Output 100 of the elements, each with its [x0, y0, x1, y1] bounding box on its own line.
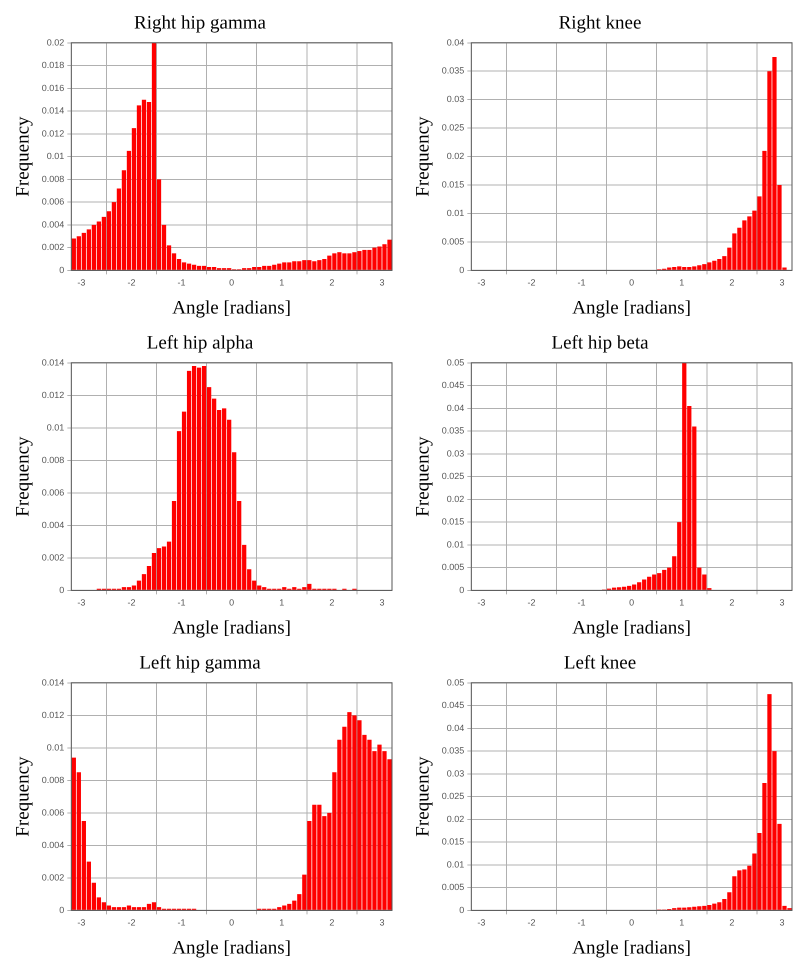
x-tick-label: -1: [178, 597, 186, 608]
x-tick-label: 0: [229, 917, 234, 928]
x-tick-label: 1: [279, 917, 284, 928]
y-axis-title: Frequency: [12, 436, 34, 517]
x-tick-label: 3: [379, 917, 384, 928]
y-tick-label: 0.04: [446, 722, 464, 733]
chart-title: Left hip beta: [551, 332, 650, 354]
x-tick-label: 1: [279, 597, 284, 608]
y-tick-label: 0.02: [446, 151, 464, 162]
y-tick-label: 0.015: [442, 836, 464, 847]
y-tick-label: 0.005: [442, 562, 464, 572]
y-tick-label: 0.012: [42, 710, 64, 720]
y-tick-label: 0.04: [446, 402, 464, 413]
x-tick-label: -1: [578, 917, 586, 928]
y-tick-label: 0.025: [442, 471, 464, 482]
y-tick-label: 0.012: [42, 390, 64, 400]
y-tick-label: 0.015: [442, 180, 464, 190]
y-axis-title: Frequency: [412, 436, 434, 517]
y-tick-label: 0: [59, 584, 64, 595]
x-tick-label: -2: [527, 597, 536, 608]
y-tick-label: 0.01: [46, 742, 64, 752]
y-tick-label: 0.025: [442, 791, 464, 802]
x-tick-label: 2: [329, 277, 334, 288]
x-tick-label: 1: [279, 277, 284, 288]
y-tick-label: 0.008: [42, 174, 64, 184]
y-tick-label: 0.035: [442, 746, 464, 756]
x-tick-label: -3: [77, 917, 86, 928]
y-tick-label: 0.002: [42, 242, 64, 252]
y-tick-label: 0.012: [42, 128, 64, 138]
y-tick-label: 0.035: [442, 426, 464, 436]
y-tick-label: 0.02: [446, 494, 464, 504]
y-tick-label: 0.004: [42, 840, 64, 850]
x-tick-label: 0: [229, 277, 234, 288]
y-tick-label: 0: [459, 264, 464, 275]
x-tick-label: -3: [77, 597, 86, 608]
y-tick-label: 0: [59, 264, 64, 275]
chart-title: Left knee: [564, 652, 636, 674]
chart-title: Left hip gamma: [139, 652, 262, 674]
x-tick-label: 0: [229, 597, 234, 608]
y-tick-label: 0: [459, 584, 464, 595]
y-tick-label: 0.002: [42, 872, 64, 882]
x-tick-label: -2: [127, 597, 136, 608]
y-tick-label: 0.006: [42, 196, 64, 207]
x-tick-label: 2: [729, 277, 734, 288]
x-tick-label: 0: [629, 917, 634, 928]
x-tick-label: -2: [527, 277, 536, 288]
x-tick-label: -1: [178, 277, 186, 288]
y-tick-label: 0.008: [42, 774, 64, 785]
x-tick-label: 3: [779, 597, 784, 608]
y-tick-label: 0.004: [42, 520, 64, 530]
y-axis-title: Frequency: [412, 116, 434, 197]
chart-title: Right knee: [558, 12, 642, 34]
x-tick-label: 2: [729, 917, 734, 928]
y-tick-label: 0.035: [442, 66, 464, 76]
x-tick-label: -2: [127, 277, 136, 288]
y-tick-label: 0: [59, 904, 64, 915]
x-axis-title: Angle [radians]: [172, 298, 292, 319]
x-tick-label: 1: [679, 597, 684, 608]
y-axis-title: Frequency: [12, 756, 34, 837]
x-axis-title: Angle [radians]: [572, 298, 692, 319]
y-tick-label: 0.004: [42, 219, 64, 230]
x-tick-label: 2: [329, 917, 334, 928]
x-tick-label: -1: [578, 277, 586, 288]
x-axis-title: Angle [radians]: [572, 618, 692, 639]
y-axis-title: Frequency: [12, 116, 34, 197]
x-tick-label: -3: [77, 277, 86, 288]
y-tick-label: 0.03: [446, 448, 464, 458]
y-tick-label: 0.01: [46, 151, 64, 162]
x-axis-title: Angle [radians]: [572, 938, 692, 959]
x-tick-label: -2: [527, 917, 536, 928]
y-tick-label: 0.018: [42, 60, 64, 70]
x-tick-label: 3: [779, 277, 784, 288]
x-tick-label: 1: [679, 917, 684, 928]
x-tick-label: -3: [477, 597, 486, 608]
x-tick-label: 1: [679, 277, 684, 288]
y-tick-label: 0.045: [442, 380, 464, 390]
y-tick-label: 0.05: [446, 357, 464, 368]
y-axis-title: Frequency: [412, 756, 434, 837]
y-tick-label: 0.002: [42, 552, 64, 562]
y-tick-label: 0.02: [46, 37, 64, 48]
y-tick-label: 0.05: [446, 677, 464, 688]
y-tick-label: 0.014: [42, 677, 64, 688]
x-tick-label: -1: [178, 917, 186, 928]
y-tick-label: 0.016: [42, 82, 64, 93]
y-tick-label: 0.006: [42, 807, 64, 818]
x-tick-label: -3: [477, 277, 486, 288]
chart-title: Right hip gamma: [134, 12, 267, 34]
x-tick-label: -3: [477, 917, 486, 928]
y-tick-label: 0.015: [442, 516, 464, 527]
x-axis-title: Angle [radians]: [172, 938, 292, 959]
x-tick-label: 2: [329, 597, 334, 608]
y-tick-label: 0.008: [42, 454, 64, 465]
y-tick-label: 0.025: [442, 122, 464, 133]
y-tick-label: 0.045: [442, 700, 464, 710]
y-tick-label: 0.03: [446, 768, 464, 778]
chart-title: Left hip alpha: [146, 332, 254, 354]
y-tick-label: 0.005: [442, 882, 464, 892]
x-tick-label: -1: [578, 597, 586, 608]
y-tick-label: 0.01: [446, 539, 464, 550]
y-tick-label: 0.01: [46, 422, 64, 432]
